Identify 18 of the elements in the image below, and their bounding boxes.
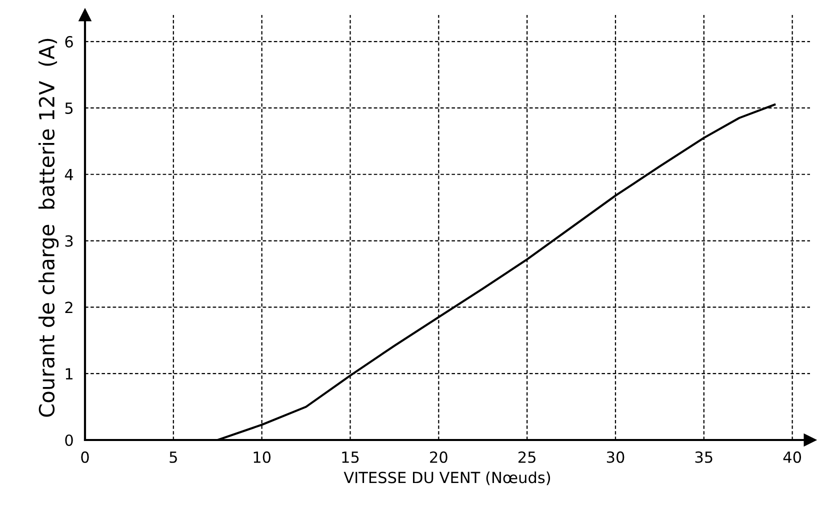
y-tick-label: 2 bbox=[65, 302, 72, 313]
y-tick-label: 5 bbox=[65, 102, 73, 114]
y-axis-title: Courant de charge batterie 12V (A) bbox=[38, 38, 59, 417]
x-axis-title: VITESSE DU VENT (Nœuds) bbox=[344, 471, 550, 486]
y-tick-label: 6 bbox=[65, 36, 73, 48]
y-tick-label: 1 bbox=[66, 368, 72, 380]
x-tick-label: 30 bbox=[606, 451, 624, 463]
x-tick-label: 40 bbox=[783, 451, 802, 463]
y-tick-label: 3 bbox=[65, 235, 73, 247]
y-tick-label: 0 bbox=[65, 434, 73, 446]
x-tick-label: 20 bbox=[430, 451, 448, 463]
x-tick-label: 10 bbox=[254, 451, 271, 463]
x-tick-label: 35 bbox=[695, 451, 712, 463]
x-tick-label: 25 bbox=[518, 451, 536, 463]
y-tick-label: 4 bbox=[64, 169, 74, 180]
x-tick-label: 5 bbox=[170, 452, 177, 463]
x-tick-label: 0 bbox=[81, 451, 89, 463]
x-tick-label: 15 bbox=[342, 452, 359, 463]
